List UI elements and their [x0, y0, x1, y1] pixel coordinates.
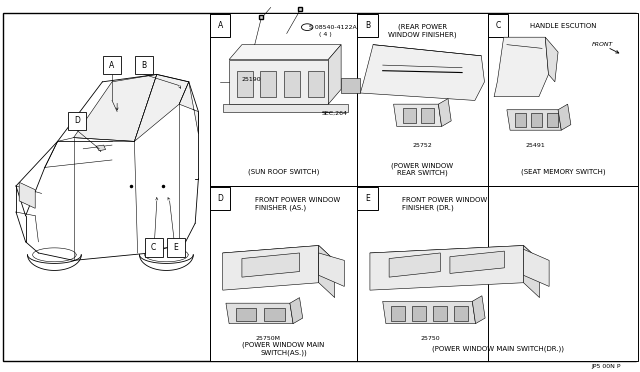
Polygon shape	[383, 301, 476, 324]
Polygon shape	[223, 246, 335, 272]
Polygon shape	[558, 104, 571, 130]
Text: 25190: 25190	[242, 77, 261, 83]
Text: FRONT: FRONT	[592, 42, 614, 47]
Polygon shape	[264, 308, 285, 321]
Bar	[135, 56, 153, 74]
Bar	[167, 238, 185, 257]
Polygon shape	[450, 251, 504, 273]
Polygon shape	[284, 71, 300, 97]
Bar	[68, 112, 86, 130]
Bar	[210, 186, 357, 361]
Bar	[357, 186, 638, 361]
Polygon shape	[438, 99, 451, 126]
Polygon shape	[472, 296, 485, 324]
Text: SEC,264: SEC,264	[322, 111, 348, 116]
Polygon shape	[236, 308, 256, 321]
Text: HANDLE ESCUTION: HANDLE ESCUTION	[530, 23, 596, 29]
Polygon shape	[433, 306, 447, 321]
Text: A: A	[109, 61, 115, 70]
Polygon shape	[507, 110, 561, 130]
Text: C: C	[151, 243, 156, 252]
Polygon shape	[515, 113, 526, 127]
Text: (POWER WINDOW MAIN SWITCH(DR.)): (POWER WINDOW MAIN SWITCH(DR.))	[431, 345, 564, 352]
Text: (REAR POWER: (REAR POWER	[398, 24, 447, 31]
Polygon shape	[360, 45, 484, 100]
Polygon shape	[547, 113, 558, 127]
Bar	[210, 14, 230, 37]
Polygon shape	[229, 60, 328, 104]
Polygon shape	[328, 45, 341, 104]
Bar	[103, 56, 121, 74]
Text: 25491: 25491	[526, 142, 545, 148]
Text: SWITCH(AS.)): SWITCH(AS.))	[260, 349, 307, 356]
Polygon shape	[389, 253, 440, 277]
Polygon shape	[260, 71, 276, 97]
Polygon shape	[96, 145, 106, 151]
Polygon shape	[229, 45, 341, 60]
Bar	[357, 14, 378, 37]
Bar	[357, 13, 488, 186]
Bar	[210, 13, 357, 186]
Polygon shape	[242, 253, 300, 277]
Text: D: D	[74, 116, 80, 125]
Polygon shape	[394, 104, 442, 126]
Text: B: B	[365, 21, 370, 30]
Polygon shape	[226, 303, 293, 324]
Polygon shape	[223, 104, 348, 112]
Bar	[488, 14, 508, 37]
Polygon shape	[223, 246, 319, 290]
Polygon shape	[237, 71, 253, 97]
Text: (POWER WINDOW: (POWER WINDOW	[391, 162, 454, 169]
Polygon shape	[370, 246, 540, 270]
Text: (SUN ROOF SWITCH): (SUN ROOF SWITCH)	[248, 169, 319, 175]
Bar	[145, 238, 163, 257]
Polygon shape	[19, 182, 35, 208]
Polygon shape	[319, 246, 335, 298]
Polygon shape	[524, 249, 549, 286]
Text: S 08540-4122A: S 08540-4122A	[309, 25, 357, 30]
Polygon shape	[421, 108, 434, 123]
Text: (SEAT MEMORY SWITCH): (SEAT MEMORY SWITCH)	[520, 169, 605, 175]
Polygon shape	[391, 306, 405, 321]
Text: E: E	[173, 243, 179, 252]
Polygon shape	[531, 113, 542, 127]
Text: WINDOW FINISHER): WINDOW FINISHER)	[388, 31, 457, 38]
Text: A: A	[218, 21, 223, 30]
Bar	[357, 187, 378, 210]
Text: B: B	[141, 61, 147, 70]
Text: REAR SWITCH): REAR SWITCH)	[397, 170, 448, 176]
Bar	[210, 187, 230, 210]
Polygon shape	[494, 37, 548, 97]
Polygon shape	[545, 37, 558, 82]
Text: 25750M: 25750M	[255, 336, 280, 341]
Text: C: C	[495, 21, 500, 30]
Text: ( 4 ): ( 4 )	[319, 32, 332, 37]
Polygon shape	[74, 74, 157, 141]
Polygon shape	[134, 74, 189, 141]
Polygon shape	[403, 108, 416, 123]
Text: FRONT POWER WINDOW: FRONT POWER WINDOW	[255, 197, 340, 203]
Text: 25750: 25750	[421, 336, 440, 341]
Polygon shape	[341, 78, 360, 93]
Text: FINISHER (DR.): FINISHER (DR.)	[402, 204, 454, 211]
Polygon shape	[370, 246, 524, 290]
Text: E: E	[365, 194, 370, 203]
Text: (POWER WINDOW MAIN: (POWER WINDOW MAIN	[243, 341, 324, 348]
Text: FRONT POWER WINDOW: FRONT POWER WINDOW	[402, 197, 487, 203]
Polygon shape	[308, 71, 324, 97]
Text: 25752: 25752	[413, 142, 432, 148]
Text: JP5 00N P: JP5 00N P	[591, 364, 621, 369]
Polygon shape	[454, 306, 468, 321]
Polygon shape	[290, 298, 303, 324]
Polygon shape	[179, 82, 198, 134]
Text: FINISHER (AS.): FINISHER (AS.)	[255, 204, 306, 211]
Polygon shape	[319, 253, 344, 286]
Polygon shape	[412, 306, 426, 321]
Bar	[488, 13, 638, 186]
Text: D: D	[217, 194, 223, 203]
Polygon shape	[524, 246, 540, 298]
